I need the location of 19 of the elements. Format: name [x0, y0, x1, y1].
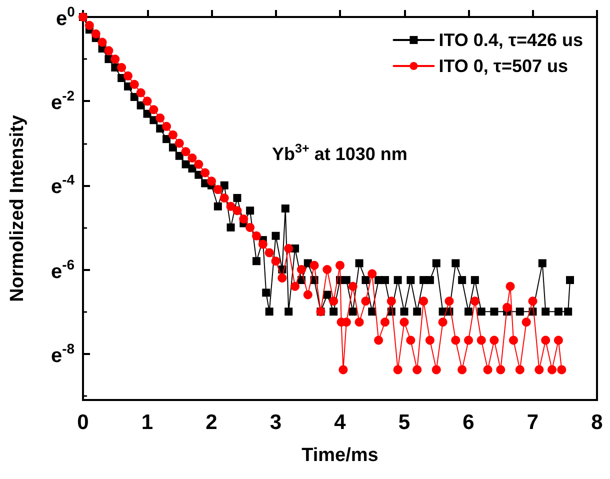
legend-label: ITO 0, τ=507 us	[438, 56, 568, 76]
x-tick-label: 5	[398, 411, 410, 434]
x-tick-label: 7	[526, 411, 539, 434]
legend-label: ITO 0.4, τ=426 us	[438, 30, 583, 50]
y-tick-label: e$^{-2}$	[51, 88, 75, 114]
x-axis-title: Time/ms	[302, 445, 378, 466]
y-axis-title: Normolized Intensity	[7, 114, 28, 302]
x-tick-label: 2	[206, 411, 218, 434]
y-tick-label: e$^{-8}$	[51, 340, 75, 367]
x-tick-label: 0	[77, 411, 89, 434]
annotation: Yb$^{3+}$ at 1030 nm	[272, 141, 408, 164]
y-tick-label: e$^{-4}$	[51, 172, 75, 198]
x-tick-label: 3	[270, 411, 282, 434]
x-tick-label: 8	[591, 411, 604, 434]
y-tick-label: e$^{0}$	[56, 4, 75, 30]
x-tick-label: 4	[334, 411, 346, 434]
y-tick-label: e$^{-6}$	[51, 256, 75, 283]
x-tick-label: 6	[462, 411, 474, 434]
x-tick-label: 1	[141, 411, 154, 434]
